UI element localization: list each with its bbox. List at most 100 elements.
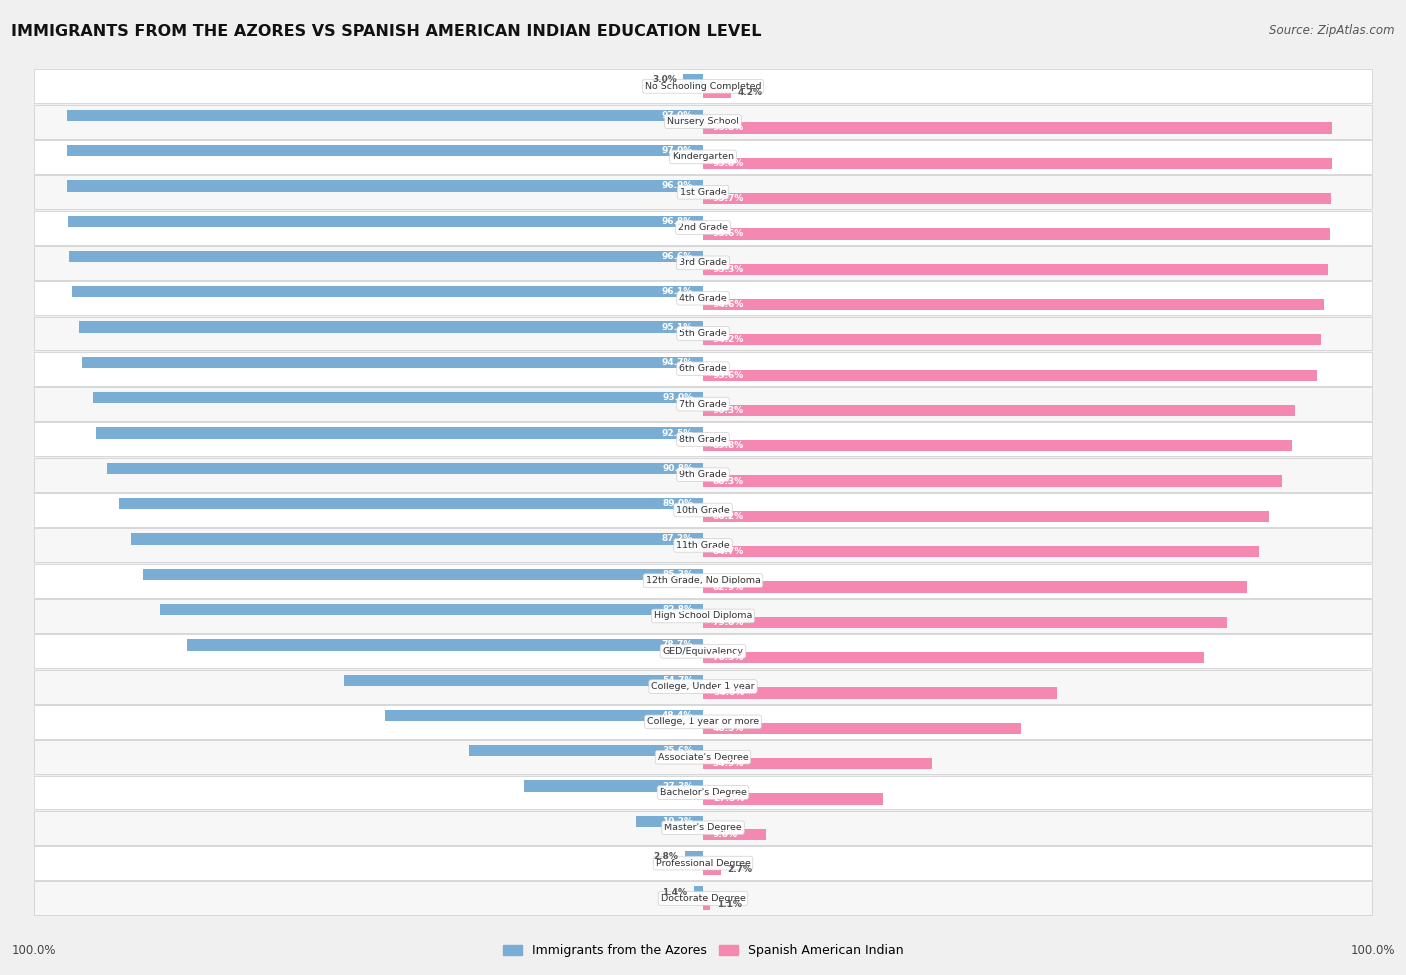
- FancyBboxPatch shape: [34, 705, 1372, 739]
- Bar: [703, 722, 1021, 734]
- FancyBboxPatch shape: [34, 422, 1372, 456]
- FancyBboxPatch shape: [34, 811, 1372, 844]
- Text: Associate's Degree: Associate's Degree: [658, 753, 748, 761]
- Text: 8th Grade: 8th Grade: [679, 435, 727, 444]
- Bar: [703, 440, 1292, 451]
- Text: 92.5%: 92.5%: [662, 429, 693, 438]
- Text: Source: ZipAtlas.com: Source: ZipAtlas.com: [1270, 24, 1395, 37]
- Text: 1st Grade: 1st Grade: [679, 188, 727, 197]
- Bar: [703, 405, 1295, 416]
- Bar: [96, 427, 703, 439]
- Text: 95.8%: 95.8%: [713, 124, 744, 133]
- FancyBboxPatch shape: [34, 69, 1372, 103]
- FancyBboxPatch shape: [34, 775, 1372, 809]
- Bar: [703, 87, 731, 98]
- Text: 95.7%: 95.7%: [713, 194, 744, 203]
- Text: 27.3%: 27.3%: [662, 782, 693, 791]
- Bar: [703, 263, 1329, 275]
- Text: 95.6%: 95.6%: [713, 229, 744, 239]
- FancyBboxPatch shape: [34, 140, 1372, 174]
- Text: 4.2%: 4.2%: [737, 88, 762, 98]
- Text: 90.3%: 90.3%: [713, 406, 744, 415]
- Text: 6th Grade: 6th Grade: [679, 365, 727, 373]
- Text: 93.6%: 93.6%: [713, 370, 744, 379]
- Bar: [703, 652, 1204, 663]
- Bar: [160, 604, 703, 615]
- FancyBboxPatch shape: [34, 352, 1372, 386]
- Text: 2.8%: 2.8%: [654, 852, 678, 861]
- Text: 78.7%: 78.7%: [662, 641, 693, 649]
- Text: IMMIGRANTS FROM THE AZORES VS SPANISH AMERICAN INDIAN EDUCATION LEVEL: IMMIGRANTS FROM THE AZORES VS SPANISH AM…: [11, 24, 762, 39]
- Bar: [703, 158, 1331, 169]
- Bar: [73, 287, 703, 297]
- Text: 94.7%: 94.7%: [662, 358, 693, 367]
- Bar: [187, 640, 703, 650]
- Text: 76.3%: 76.3%: [713, 653, 744, 662]
- Text: Professional Degree: Professional Degree: [655, 859, 751, 868]
- Text: No Schooling Completed: No Schooling Completed: [645, 82, 761, 91]
- Bar: [66, 109, 703, 121]
- FancyBboxPatch shape: [34, 387, 1372, 421]
- FancyBboxPatch shape: [34, 176, 1372, 210]
- FancyBboxPatch shape: [34, 564, 1372, 598]
- Text: 4th Grade: 4th Grade: [679, 293, 727, 302]
- Text: Doctorate Degree: Doctorate Degree: [661, 894, 745, 903]
- Text: 89.8%: 89.8%: [713, 442, 744, 450]
- Bar: [703, 864, 721, 876]
- Text: 97.0%: 97.0%: [662, 146, 693, 155]
- Bar: [703, 687, 1057, 698]
- Text: 48.4%: 48.4%: [662, 711, 693, 720]
- Bar: [470, 745, 703, 757]
- Text: 89.0%: 89.0%: [662, 499, 693, 508]
- Text: 5th Grade: 5th Grade: [679, 329, 727, 338]
- Text: 93.0%: 93.0%: [662, 393, 693, 403]
- Text: 94.2%: 94.2%: [713, 335, 744, 344]
- Text: Kindergarten: Kindergarten: [672, 152, 734, 162]
- Bar: [131, 533, 703, 545]
- Bar: [703, 511, 1268, 522]
- Text: 96.8%: 96.8%: [662, 216, 693, 225]
- Text: 96.9%: 96.9%: [662, 181, 693, 190]
- Text: GED/Equivalency: GED/Equivalency: [662, 646, 744, 656]
- Bar: [703, 370, 1317, 381]
- Text: 95.1%: 95.1%: [662, 323, 693, 332]
- Text: 84.7%: 84.7%: [713, 547, 744, 556]
- Text: 1.1%: 1.1%: [717, 900, 741, 910]
- Text: 79.8%: 79.8%: [713, 618, 744, 627]
- FancyBboxPatch shape: [34, 281, 1372, 315]
- Text: 34.9%: 34.9%: [713, 760, 744, 768]
- FancyBboxPatch shape: [34, 599, 1372, 633]
- Text: College, 1 year or more: College, 1 year or more: [647, 718, 759, 726]
- FancyBboxPatch shape: [34, 846, 1372, 880]
- Bar: [703, 228, 1330, 240]
- Bar: [524, 781, 703, 792]
- Text: College, Under 1 year: College, Under 1 year: [651, 682, 755, 691]
- Bar: [69, 251, 703, 262]
- Bar: [636, 816, 703, 827]
- Text: 11th Grade: 11th Grade: [676, 541, 730, 550]
- Text: 10.2%: 10.2%: [662, 817, 693, 826]
- FancyBboxPatch shape: [34, 317, 1372, 350]
- Text: 27.5%: 27.5%: [713, 795, 744, 803]
- Text: 10th Grade: 10th Grade: [676, 505, 730, 515]
- Bar: [66, 145, 703, 156]
- Bar: [67, 180, 703, 191]
- Text: 12th Grade, No Diploma: 12th Grade, No Diploma: [645, 576, 761, 585]
- Text: 88.3%: 88.3%: [713, 477, 744, 486]
- Bar: [703, 829, 766, 839]
- Legend: Immigrants from the Azores, Spanish American Indian: Immigrants from the Azores, Spanish Amer…: [498, 939, 908, 962]
- Text: 97.0%: 97.0%: [662, 111, 693, 120]
- Text: 1.4%: 1.4%: [662, 887, 688, 897]
- Text: 82.8%: 82.8%: [662, 605, 693, 614]
- Bar: [120, 498, 703, 509]
- Text: 94.6%: 94.6%: [713, 300, 744, 309]
- Bar: [107, 463, 703, 474]
- Bar: [82, 357, 703, 369]
- Text: 100.0%: 100.0%: [1350, 945, 1395, 957]
- Text: 54.0%: 54.0%: [713, 688, 744, 697]
- Bar: [703, 299, 1323, 310]
- Text: 2.7%: 2.7%: [727, 865, 752, 874]
- Text: 9.6%: 9.6%: [713, 830, 738, 838]
- Bar: [143, 568, 703, 580]
- Text: 85.3%: 85.3%: [662, 569, 693, 579]
